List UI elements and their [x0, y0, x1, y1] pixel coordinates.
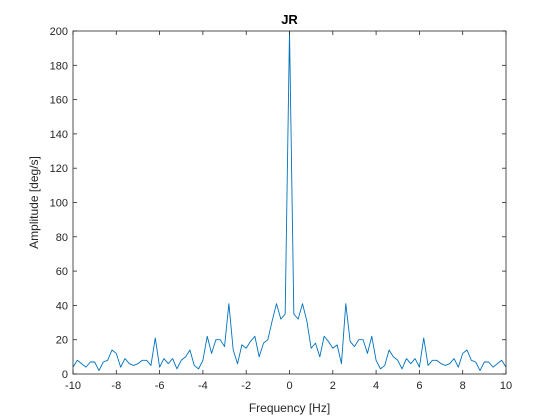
x-tick-label: -4	[198, 380, 208, 392]
x-tick-label: 0	[286, 380, 292, 392]
plot-area	[73, 31, 506, 374]
y-tick-label: 40	[56, 300, 68, 312]
y-tick-label: 180	[50, 60, 68, 72]
x-axis-label: Frequency [Hz]	[249, 401, 330, 415]
series-line	[73, 31, 506, 372]
y-tick-label: 200	[50, 26, 68, 38]
y-tick-label: 160	[50, 95, 68, 107]
y-tick-label: 80	[56, 232, 68, 244]
y-tick-label: 140	[50, 129, 68, 141]
x-tick-label: 2	[330, 380, 336, 392]
x-tick-label: 4	[373, 380, 379, 392]
ticks-layer: -10 -8 -6 -4 -2 0 2 4 6 8 100204060801001201401601…	[50, 26, 512, 392]
chart-title: JR	[281, 12, 298, 27]
y-tick-label: 20	[56, 335, 68, 347]
x-tick-label: -10	[65, 380, 81, 392]
y-tick-label: 120	[50, 163, 68, 175]
x-tick-label: 6	[416, 380, 422, 392]
y-axis-label: Amplitude [deg/s]	[27, 156, 41, 249]
x-tick-label: -6	[155, 380, 165, 392]
y-tick-label: 0	[62, 369, 68, 381]
series-layer	[73, 31, 506, 372]
x-tick-label: 10	[500, 380, 512, 392]
x-tick-label: -8	[111, 380, 121, 392]
x-tick-label: 8	[460, 380, 466, 392]
x-tick-label: -2	[241, 380, 251, 392]
y-tick-label: 60	[56, 266, 68, 278]
y-tick-label: 100	[50, 198, 68, 210]
